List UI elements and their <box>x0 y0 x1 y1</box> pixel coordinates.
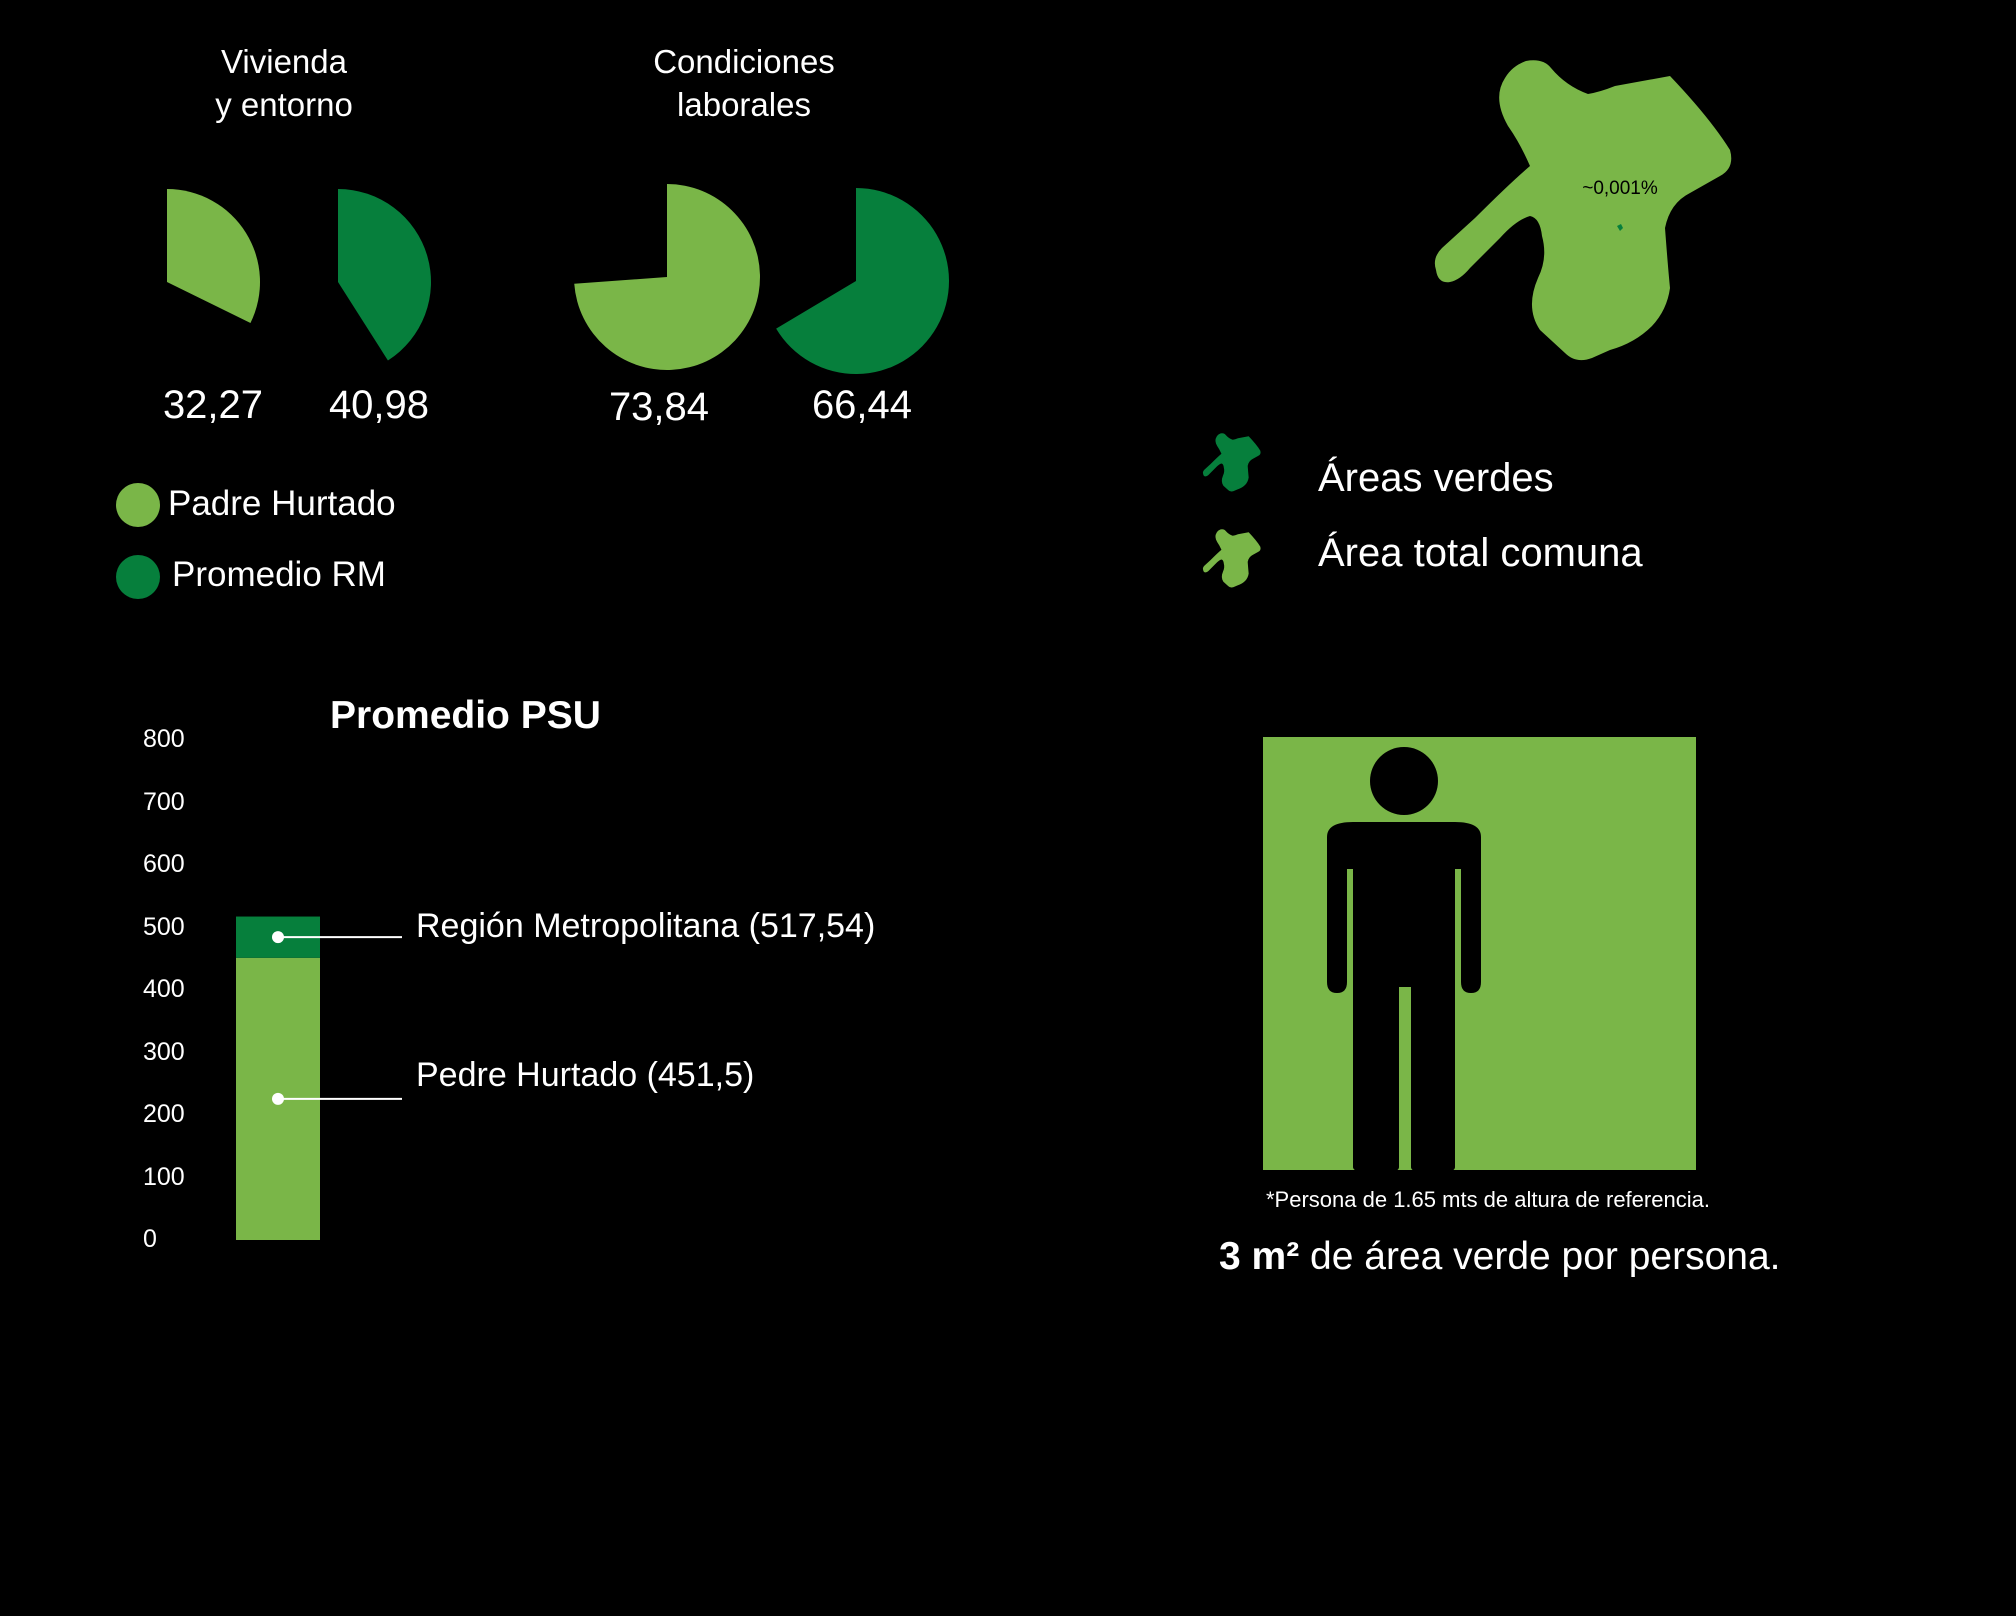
pie-wedge-vivienda-promedio-rm <box>338 189 432 361</box>
pie-wedge-vivienda-padre-hurtado <box>167 189 260 324</box>
pie-value-vivienda-promedio-rm: 40,98 <box>328 383 430 427</box>
pie-group-title-condiciones: Condiciones laborales <box>594 40 894 126</box>
comuna-area-shape <box>1434 60 1732 361</box>
green-area-summary: 3 m² de área verde por persona. <box>1219 1235 1781 1279</box>
psu-y-tick-label: 700 <box>143 787 185 816</box>
pie-title-line1: Condiciones <box>653 43 835 80</box>
pie-value-condiciones-padre-hurtado: 73,84 <box>608 385 710 429</box>
green-area-summary-text: de área verde por persona. <box>1299 1235 1781 1278</box>
psu-marker-dot-region-metropolitana <box>272 931 284 944</box>
map-percent-label: ~0,001% <box>1582 178 1658 199</box>
legend-label-padre-hurtado: Padre Hurtado <box>168 484 396 523</box>
psu-y-tick-label: 600 <box>143 850 185 878</box>
pie-wedge-condiciones-promedio-rm <box>776 188 949 375</box>
legend-swatch-padre-hurtado <box>116 483 160 527</box>
comuna-shape-icon <box>1202 433 1261 492</box>
pie-title-line2: y entorno <box>215 86 353 123</box>
person-footnote: *Persona de 1.65 mts de altura de refere… <box>1266 1187 1710 1212</box>
psu-marker-dot-pedre-hurtado <box>272 1092 284 1105</box>
green-area-box <box>1263 737 1696 1172</box>
pie-title-line1: Vivienda <box>221 43 347 80</box>
psu-label-region-metropolitana: Región Metropolitana (517,54) <box>416 907 876 945</box>
pie-value-vivienda-padre-hurtado: 32,27 <box>162 383 264 427</box>
psu-y-tick-label: 200 <box>143 1100 185 1128</box>
comuna-map: ~0,001% <box>1434 60 1732 361</box>
psu-label-pedre-hurtado: Pedre Hurtado (451,5) <box>416 1056 755 1094</box>
psu-y-tick-label: 500 <box>143 912 185 941</box>
pie-value-condiciones-promedio-rm: 66,44 <box>811 383 913 427</box>
comuna-shape-icon <box>1202 529 1261 588</box>
pie-wedge-condiciones-padre-hurtado <box>574 184 761 371</box>
pie-group-title-vivienda: Vivienda y entorno <box>134 40 434 126</box>
psu-y-tick-label: 0 <box>143 1225 157 1253</box>
map-legend-area-total: Área total comuna <box>1318 531 1643 575</box>
psu-bar-svg <box>236 916 402 1240</box>
psu-y-tick-label: 800 <box>143 725 185 753</box>
psu-y-tick-label: 300 <box>143 1037 185 1066</box>
pie-charts-svg <box>167 184 949 375</box>
pie-title-line2: laborales <box>677 86 811 123</box>
psu-chart-title: Promedio PSU <box>330 694 601 737</box>
psu-y-tick-label: 100 <box>143 1162 185 1191</box>
legend-label-promedio-rm: Promedio RM <box>172 555 386 594</box>
green-area-speck <box>1617 224 1623 231</box>
map-legend-areas-verdes: Áreas verdes <box>1318 456 1554 500</box>
green-area-summary-value: 3 m² <box>1219 1235 1300 1278</box>
psu-y-tick-label: 400 <box>143 975 185 1003</box>
legend-swatch-promedio-rm <box>116 555 160 599</box>
person-icon <box>1327 747 1481 1172</box>
